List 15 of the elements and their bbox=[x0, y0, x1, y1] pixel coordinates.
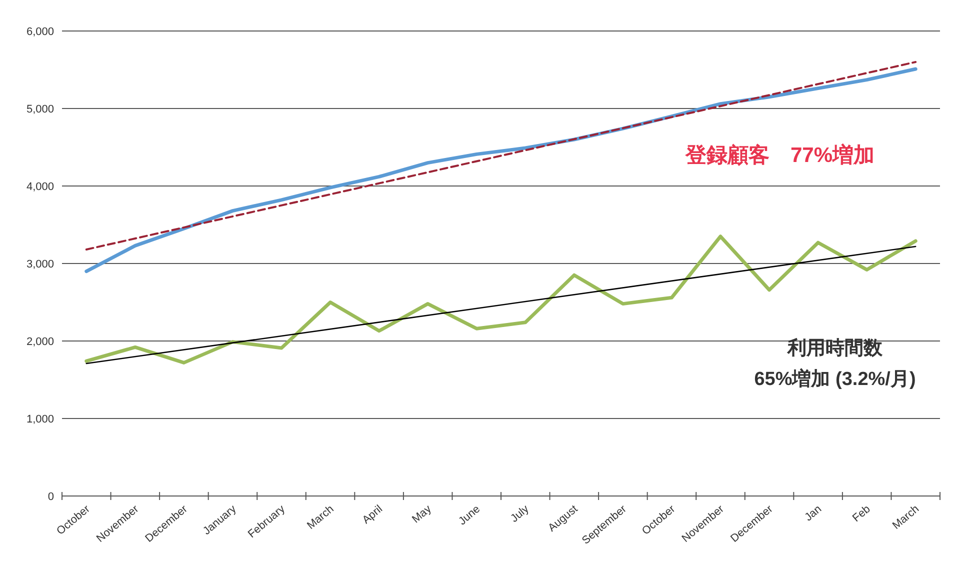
y-tick-label: 5,000 bbox=[26, 104, 54, 116]
y-tick-label: 4,000 bbox=[26, 181, 54, 193]
x-tick-label: May bbox=[410, 502, 434, 526]
x-tick-label: Jan bbox=[802, 503, 824, 524]
y-tick-label: 3,000 bbox=[26, 258, 54, 270]
annotation: 登録顧客 77%増加 bbox=[684, 143, 875, 167]
y-tick-label: 0 bbox=[48, 491, 54, 503]
x-tick-label: Feb bbox=[850, 503, 873, 524]
y-tick-label: 6,000 bbox=[26, 26, 54, 38]
y-tick-label: 2,000 bbox=[26, 336, 54, 348]
annotation: 65%増加 (3.2%/月) bbox=[754, 368, 916, 390]
annotation: 利用時間数 bbox=[786, 337, 884, 359]
x-tick-label: June bbox=[456, 503, 483, 528]
x-tick-label: July bbox=[508, 502, 532, 525]
y-tick-label: 1,000 bbox=[26, 414, 54, 426]
